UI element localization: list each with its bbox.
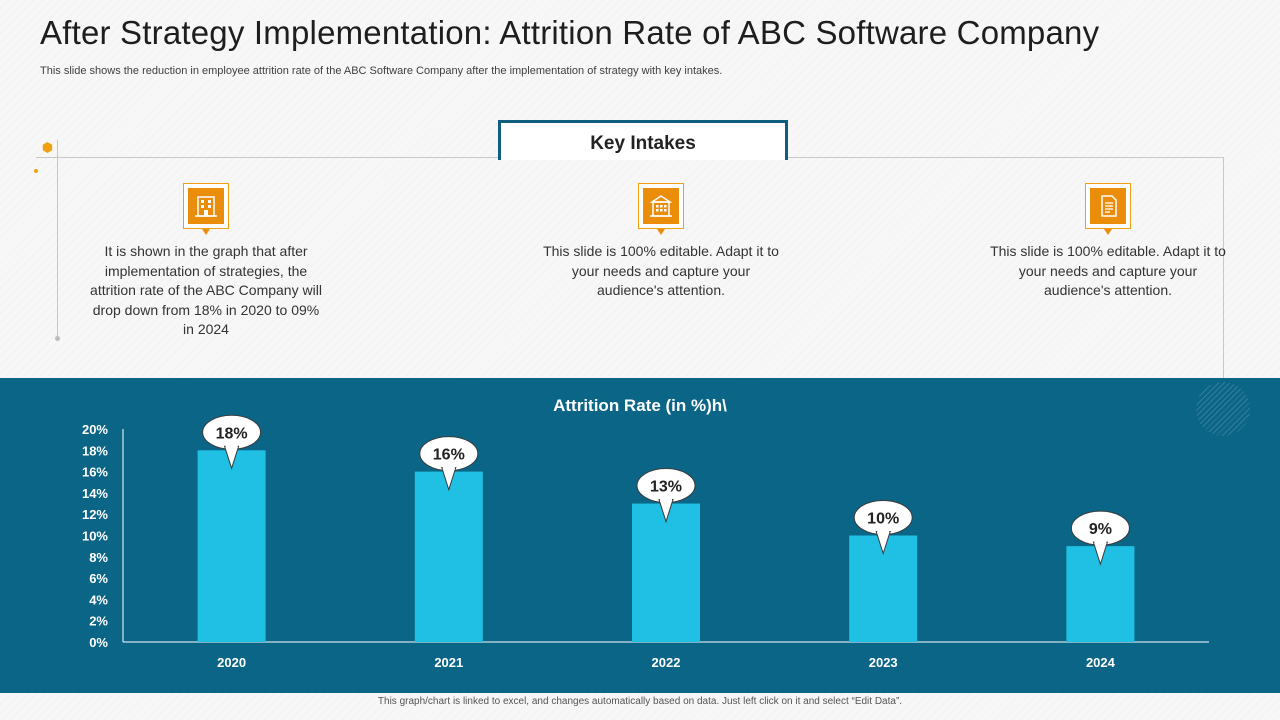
- y-tick-label: 2%: [89, 614, 108, 629]
- y-tick-label: 10%: [82, 529, 108, 544]
- callout-joint: [225, 444, 238, 449]
- y-tick-label: 6%: [89, 571, 108, 586]
- data-label-2021: 16%: [433, 447, 465, 464]
- data-label-2023: 10%: [867, 511, 899, 528]
- y-tick-label: 8%: [89, 550, 108, 565]
- key-intakes-heading-box: Key Intakes: [498, 120, 788, 160]
- intake-text-2: This slide is 100% editable. Adapt it to…: [543, 243, 779, 298]
- bar-2022: [632, 503, 700, 642]
- x-tick-label: 2023: [869, 655, 898, 670]
- x-tick-label: 2022: [652, 655, 681, 670]
- decorative-dot: [55, 336, 60, 341]
- hexagon-icon: [42, 142, 53, 153]
- y-tick-label: 0%: [89, 635, 108, 650]
- x-tick-label: 2020: [217, 655, 246, 670]
- document-icon: [1085, 183, 1131, 235]
- attrition-bar-chart: 0% 2% 4% 6% 8% 10% 12% 14% 16% 18% 20% 2020 18% 2021 1…: [82, 414, 1209, 670]
- y-tick-label: 16%: [82, 465, 108, 480]
- decorative-vertical-line: [57, 140, 58, 338]
- intake-item-1: It is shown in the graph that after impl…: [86, 183, 326, 340]
- x-tick-label: 2021: [434, 655, 463, 670]
- y-tick-label: 18%: [82, 443, 108, 458]
- data-label-2024: 9%: [1089, 521, 1112, 538]
- y-tick-label: 14%: [82, 486, 108, 501]
- slide-subtitle: This slide shows the reduction in employ…: [40, 65, 723, 77]
- callout-joint: [1094, 540, 1107, 545]
- y-tick-label: 4%: [89, 592, 108, 607]
- intake-item-3: This slide is 100% editable. Adapt it to…: [988, 183, 1228, 301]
- data-label-2022: 13%: [650, 479, 682, 496]
- x-tick-label: 2024: [1086, 655, 1116, 670]
- callout-joint: [442, 465, 455, 470]
- office-building-icon: [183, 183, 229, 235]
- intake-item-2: This slide is 100% editable. Adapt it to…: [541, 183, 781, 301]
- slide-title: After Strategy Implementation: Attrition…: [40, 14, 1100, 51]
- chart-title: Attrition Rate (in %)h\: [553, 396, 727, 415]
- decorative-dot-orange: [34, 169, 38, 173]
- intake-text-1: It is shown in the graph that after impl…: [90, 243, 322, 337]
- decorative-circle: [1196, 382, 1250, 436]
- data-label-2020: 18%: [216, 425, 248, 442]
- building-icon: [638, 183, 684, 235]
- intake-text-3: This slide is 100% editable. Adapt it to…: [990, 243, 1226, 298]
- y-tick-label: 12%: [82, 507, 108, 522]
- callout-joint: [660, 497, 672, 502]
- key-intakes-heading: Key Intakes: [590, 133, 696, 154]
- footer-note: This graph/chart is linked to excel, and…: [377, 696, 903, 707]
- y-tick-label: 20%: [82, 422, 108, 437]
- callout-joint: [877, 529, 890, 534]
- bar-2021: [414, 471, 483, 642]
- bar-2020: [197, 450, 266, 642]
